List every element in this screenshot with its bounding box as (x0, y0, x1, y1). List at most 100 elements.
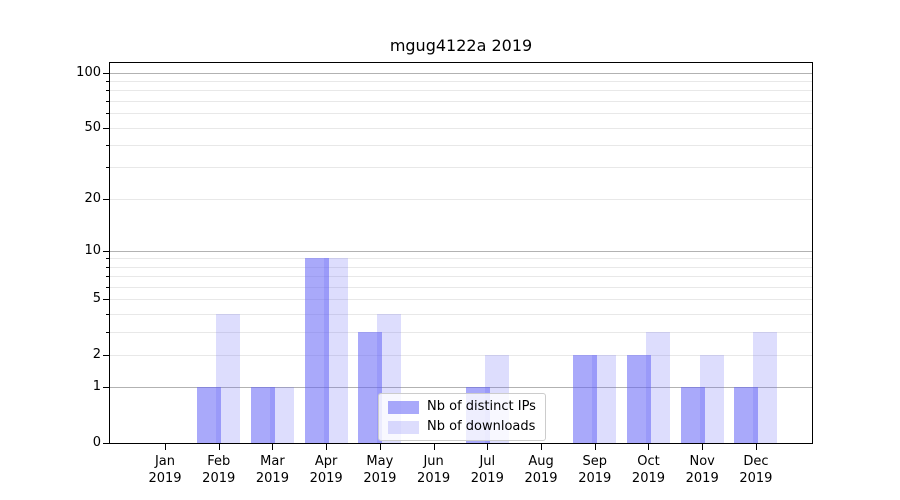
x-tick-month: Sep (582, 454, 607, 469)
legend-label-downloads: Nb of downloads (427, 419, 536, 434)
legend-item-downloads: Nb of downloads (388, 419, 536, 435)
x-tick-year: 2019 (309, 471, 343, 486)
x-tick-label: Jun 2019 (404, 453, 464, 487)
y-minor-tick (106, 81, 109, 83)
x-tick-month: Jun (423, 454, 444, 469)
y-tick (103, 443, 109, 444)
x-tick-label: Mar 2019 (242, 453, 302, 487)
x-tick-month: Apr (314, 454, 338, 469)
x-tick-year: 2019 (685, 471, 719, 486)
x-tick-year: 2019 (739, 471, 773, 486)
y-minor-tick (106, 100, 109, 102)
x-tick-label: Feb 2019 (189, 453, 249, 487)
x-tick-month: Nov (689, 454, 715, 469)
x-tick (165, 444, 166, 450)
bar-distinct-ips-oct (626, 354, 651, 443)
bar-distinct-ips-mar (250, 387, 275, 443)
x-tick-month: Mar (260, 454, 285, 469)
minor-gridline (110, 167, 812, 169)
x-tick-year: 2019 (578, 471, 612, 486)
minor-gridline (110, 127, 812, 129)
x-tick (487, 444, 489, 450)
x-tick-year: 2019 (202, 471, 236, 486)
minor-gridline (110, 113, 812, 115)
minor-gridline (110, 81, 812, 83)
y-minor-tick (106, 258, 109, 260)
bar-downloads-apr (323, 258, 348, 443)
y-minor-tick (106, 167, 109, 169)
y-tick (103, 72, 109, 74)
y-minor-tick (106, 145, 109, 147)
bar-downloads-feb (216, 313, 241, 443)
x-tick-label: May 2019 (350, 453, 410, 487)
x-tick-month: Feb (207, 454, 231, 469)
y-minor-tick (106, 113, 109, 115)
x-tick-year: 2019 (148, 471, 182, 486)
y-minor-tick (106, 331, 109, 333)
minor-gridline (110, 331, 812, 333)
legend: Nb of distinct IPs Nb of downloads (378, 393, 546, 441)
minor-gridline (110, 258, 812, 260)
x-tick (326, 444, 328, 450)
major-gridline (110, 250, 812, 252)
y-tick (103, 354, 109, 356)
legend-label-distinct-ips: Nb of distinct IPs (427, 399, 536, 414)
minor-gridline (110, 354, 812, 356)
y-tick-label: 2 (92, 346, 101, 362)
x-tick (218, 444, 220, 450)
y-minor-tick (106, 286, 109, 288)
y-tick-label: 50 (84, 119, 101, 135)
x-tick-month: Jan (154, 454, 176, 469)
x-tick (755, 444, 757, 450)
y-tick (103, 387, 109, 389)
x-tick-month: Dec (743, 454, 769, 469)
bar-downloads-sep (592, 354, 617, 443)
x-tick-year: 2019 (524, 471, 558, 486)
x-tick-month: Jul (479, 454, 496, 469)
y-minor-tick (106, 276, 109, 278)
bar-downloads-mar (269, 387, 294, 443)
minor-gridline (110, 100, 812, 102)
x-tick-month: Oct (637, 454, 660, 469)
minor-gridline (110, 266, 812, 268)
bar-downloads-nov (699, 354, 724, 443)
y-tick-label: 5 (92, 291, 101, 307)
y-tick (103, 299, 109, 301)
bar-downloads-oct (645, 331, 670, 443)
minor-gridline (110, 286, 812, 288)
y-tick (103, 127, 109, 129)
x-tick (379, 444, 381, 450)
y-minor-tick (106, 90, 109, 92)
major-gridline (110, 387, 812, 389)
major-gridline (110, 72, 812, 74)
x-tick-year: 2019 (255, 471, 289, 486)
x-tick-label: Jul 2019 (457, 453, 517, 487)
x-tick (433, 444, 435, 450)
x-tick-year: 2019 (363, 471, 397, 486)
minor-gridline (110, 276, 812, 278)
chart-title: mgug4122a 2019 (389, 36, 533, 55)
minor-gridline (110, 145, 812, 147)
bar-distinct-ips-feb (197, 387, 222, 443)
x-tick-label: Apr 2019 (296, 453, 356, 487)
bar-distinct-ips-dec (734, 387, 759, 443)
y-tick-label: 20 (84, 190, 101, 206)
x-tick-label: Oct 2019 (618, 453, 678, 487)
x-tick-label: Jan 2019 (135, 453, 195, 487)
y-minor-tick (106, 266, 109, 268)
x-tick-month: Aug (528, 454, 554, 469)
minor-gridline (110, 90, 812, 92)
bar-distinct-ips-sep (573, 354, 598, 443)
y-tick-label: 100 (76, 64, 101, 80)
x-tick-year: 2019 (470, 471, 504, 486)
x-tick-year: 2019 (631, 471, 666, 486)
y-tick-label: 1 (92, 379, 101, 395)
x-tick (594, 444, 596, 450)
x-tick (702, 444, 704, 450)
y-minor-tick (106, 313, 109, 315)
y-tick-label: 0 (92, 435, 101, 450)
plot-area (109, 62, 813, 444)
x-tick-label: Sep 2019 (565, 453, 625, 487)
x-tick-year: 2019 (417, 471, 451, 486)
